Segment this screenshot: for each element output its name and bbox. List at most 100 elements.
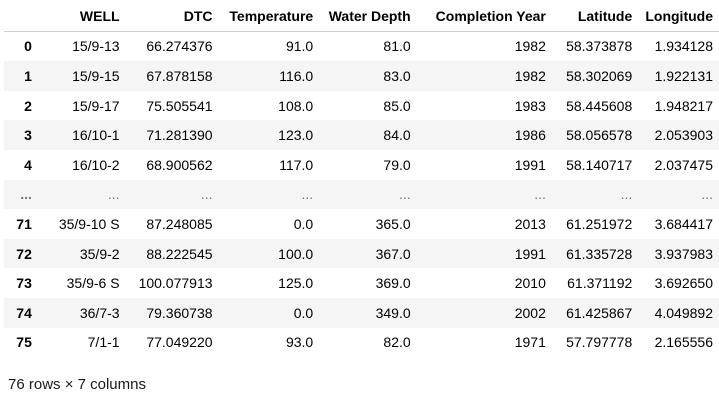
cell-dtc: 67.878158 [146,67,213,84]
cell-temperature: 116.0 [279,67,314,84]
cell-completion-year: 1986 [514,127,546,144]
row-index: 4 [24,156,32,173]
cell-dtc: 77.049220 [146,334,213,351]
cell-latitude: 58.373878 [566,38,633,55]
cell-water-depth: 83.0 [383,67,411,84]
cell-latitude: 61.371192 [567,275,633,292]
cell-well: 36/7-3 [79,304,120,321]
table-row: 73 35/9-6 S 100.077913 125.0 369.0 2010 61.371… [4,268,719,298]
cell-well: 35/9-10 S [58,215,120,232]
table-row: ........................ [4,179,719,210]
table-row: 71 35/9-10 S 87.248085 0.0 365.0 2013 61.25197… [4,209,719,239]
row-index: 2 [24,97,32,114]
cell-well: 35/9-2 [79,245,120,262]
column-header-completion-year: Completion Year [416,1,552,32]
cell-longitude: 2.165556 [654,334,713,351]
cell-dtc: 66.274376 [146,38,213,55]
cell-water-depth: 349.0 [375,304,411,321]
column-header-water-depth: Water Depth [319,1,417,32]
cell-temperature: 125.0 [278,275,314,292]
row-index: 74 [16,304,32,321]
cell-temperature: 108.0 [278,97,314,114]
cell-dtc: ... [200,186,213,203]
row-index: 75 [16,334,32,351]
cell-latitude: 57.797778 [566,334,633,351]
cell-longitude: 2.053903 [654,127,713,144]
row-index: 72 [16,245,32,262]
cell-well: 15/9-13 [72,38,120,55]
cell-latitude: ... [620,186,633,203]
cell-dtc: 71.281390 [146,127,213,144]
cell-dtc: 87.248085 [146,215,213,232]
cell-temperature: 123.0 [278,127,314,144]
cell-longitude: ... [701,186,713,203]
cell-longitude: 2.037475 [654,156,713,173]
table-row: 2 15/9-17 75.505541 108.0 85.0 1983 58.445608 1… [4,91,719,121]
cell-longitude: 1.922131 [654,67,713,84]
cell-water-depth: 365.0 [375,215,411,232]
cell-temperature: 91.0 [285,38,314,55]
cell-latitude: 58.445608 [566,97,633,114]
row-index: 73 [16,275,32,292]
column-header-dtc: DTC [125,1,219,32]
cell-latitude: 58.302069 [566,67,633,84]
row-index: 1 [24,67,32,84]
cell-completion-year: 2010 [514,275,546,292]
cell-well: ... [107,186,120,203]
cell-water-depth: 79.0 [383,156,411,173]
cell-latitude: 58.140717 [566,156,633,173]
table-header: WELL DTC Temperature Water Depth Complet… [4,1,719,32]
table-row: 72 35/9-2 88.222545 100.0 367.0 1991 61.335728… [4,238,719,269]
row-index: 71 [16,215,32,232]
cell-dtc: 79.360738 [146,304,213,321]
cell-temperature: 117.0 [279,156,314,173]
column-header-index [4,1,38,32]
cell-longitude: 3.692650 [654,275,713,292]
cell-dtc: 88.222545 [146,245,213,262]
cell-water-depth: 81.0 [383,38,411,55]
table-row: 74 36/7-3 79.360738 0.0 349.0 2002 61.425867 4.… [4,297,719,328]
cell-completion-year: 2013 [514,215,546,232]
cell-longitude: 3.684417 [654,215,713,232]
cell-water-depth: 82.0 [383,334,411,351]
cell-latitude: 58.056578 [566,127,633,144]
cell-longitude: 3.937983 [654,245,713,262]
cell-completion-year: 1983 [514,97,546,114]
cell-dtc: 68.900562 [146,156,213,173]
column-header-latitude: Latitude [551,1,639,32]
cell-well: 35/9-6 S [66,275,120,292]
cell-completion-year: 1982 [514,38,546,55]
cell-temperature: 100.0 [278,245,314,262]
cell-well: 7/1-1 [87,334,120,351]
table-row: 4 16/10-2 68.900562 117.0 79.0 1991 58.140717 2… [4,150,719,180]
cell-dtc: 75.505541 [146,97,213,114]
cell-dtc: 100.077913 [138,275,213,292]
table-row: 75 7/1-1 77.049220 93.0 82.0 1971 57.797778 2.1… [4,328,719,358]
cell-water-depth: 369.0 [375,275,411,292]
cell-completion-year: 1982 [514,67,546,84]
cell-completion-year: 2002 [514,304,546,321]
cell-water-depth: 84.0 [383,127,411,144]
cell-latitude: 61.425867 [566,304,633,321]
cell-completion-year: 1991 [514,245,546,262]
cell-longitude: 1.948217 [654,97,713,114]
dataframe-table: WELL DTC Temperature Water Depth Complet… [4,1,719,357]
table-row: 0 15/9-13 66.274376 91.0 81.0 1982 58.373878 1.… [4,31,719,61]
cell-longitude: 4.049892 [654,304,713,321]
cell-latitude: 61.335728 [566,245,633,262]
header-row: WELL DTC Temperature Water Depth Complet… [4,1,719,32]
table-row: 1 15/9-15 67.878158 116.0 83.0 1982 58.302069 1… [4,61,719,91]
cell-well: 15/9-17 [72,97,120,114]
cell-completion-year: ... [534,186,546,203]
cell-longitude: 1.934128 [654,38,713,55]
row-index: 0 [24,38,32,55]
cell-latitude: 61.251972 [566,215,633,232]
cell-water-depth: 367.0 [375,245,411,262]
column-header-well: WELL [37,1,126,32]
cell-well: 16/10-2 [72,156,120,173]
cell-temperature: 0.0 [293,304,314,321]
cell-water-depth: ... [398,186,411,203]
dataframe-shape-summary: 76 rows × 7 columns [8,376,146,393]
table-body: 0 15/9-13 66.274376 91.0 81.0 1982 58.373878 1.… [4,31,719,357]
